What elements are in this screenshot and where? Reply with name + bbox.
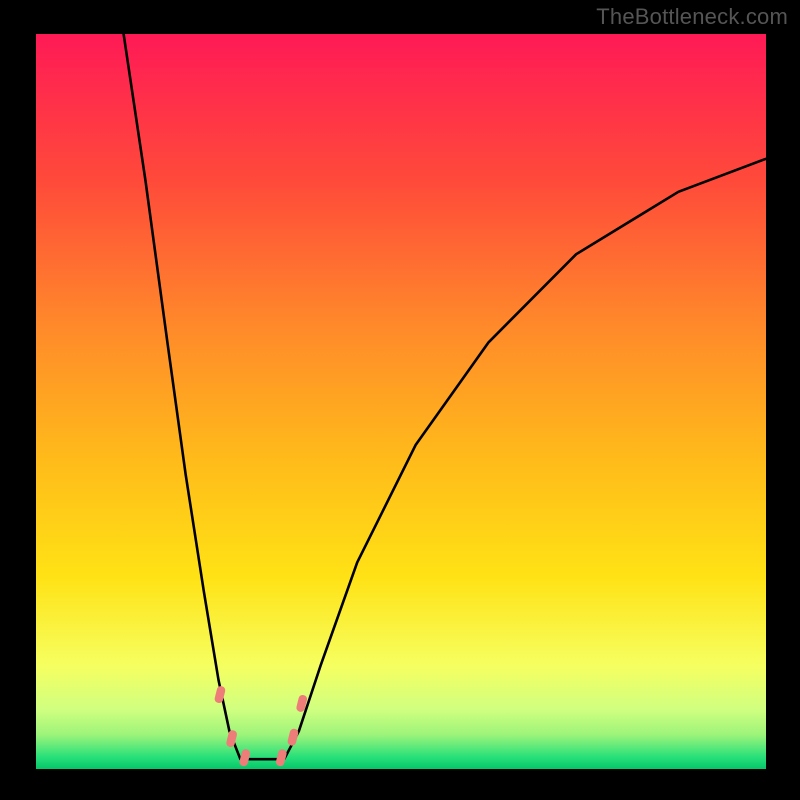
watermark-text: TheBottleneck.com — [596, 4, 788, 30]
bottleneck-chart — [0, 0, 800, 800]
chart-stage: TheBottleneck.com — [0, 0, 800, 800]
plot-background — [36, 34, 766, 768]
